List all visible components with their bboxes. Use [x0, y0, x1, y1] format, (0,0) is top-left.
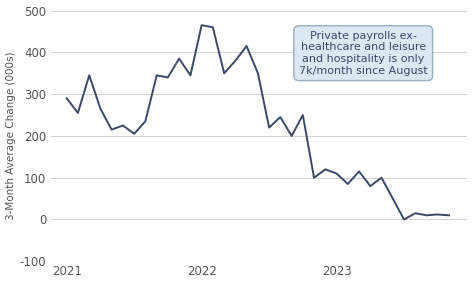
Y-axis label: 3-Month Average Change (000s): 3-Month Average Change (000s)	[6, 52, 16, 220]
Text: Private payrolls ex-
healthcare and leisure
and hospitality is only
7k/month sin: Private payrolls ex- healthcare and leis…	[299, 31, 428, 76]
